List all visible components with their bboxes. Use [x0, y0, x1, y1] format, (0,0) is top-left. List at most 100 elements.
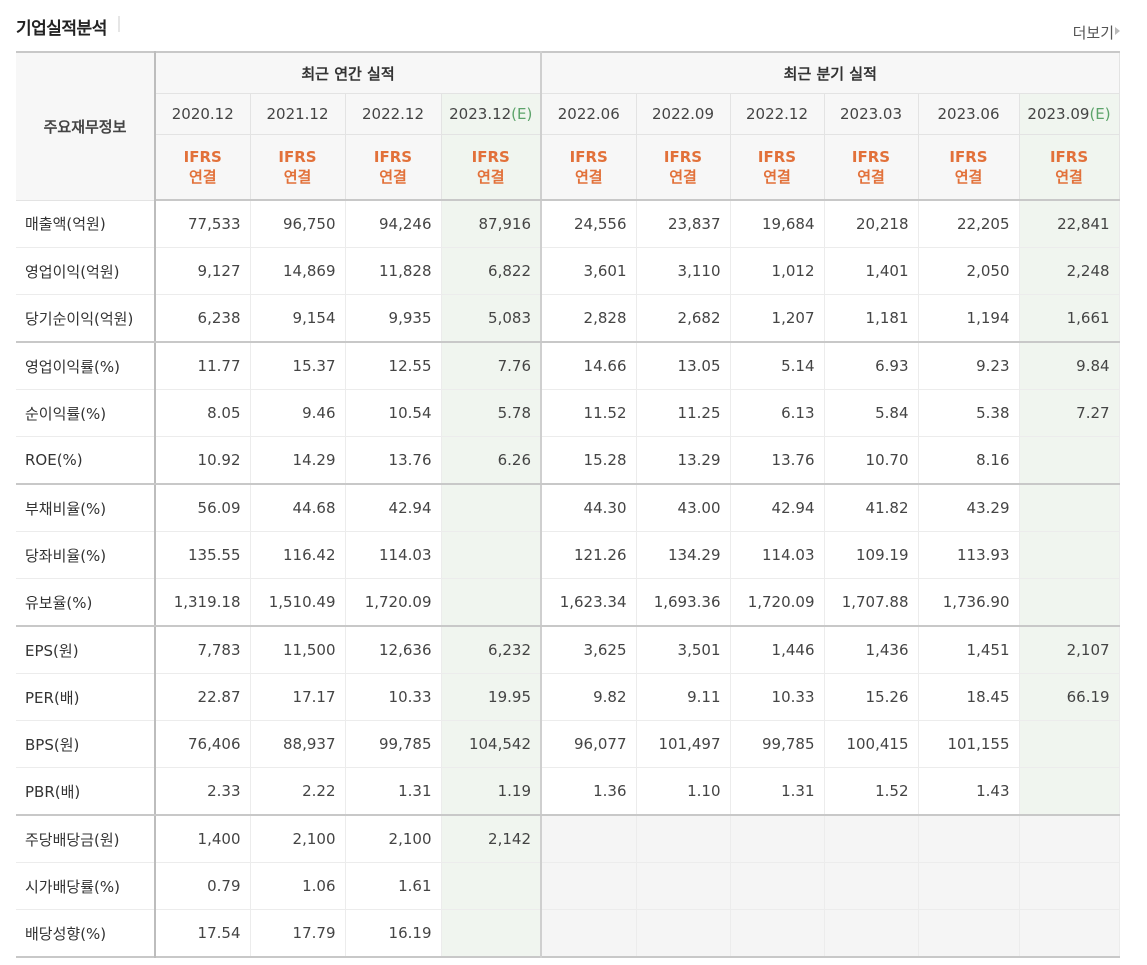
- table-cell: 9.82: [541, 673, 637, 721]
- column-date: 2021.12: [250, 93, 346, 135]
- table-cell: 1.43: [918, 767, 1020, 816]
- table-row: 순이익률(%) 8.05 9.46 10.54 5.78 11.52 11.25 6.13 5.…: [16, 389, 1120, 437]
- column-date: 2023.09(E): [1019, 93, 1120, 135]
- table-cell: 104,542: [441, 720, 542, 768]
- table-cell: 43.00: [636, 484, 731, 532]
- table-row: BPS(원) 76,406 88,937 99,785 104,542 96,077 101…: [16, 720, 1120, 768]
- basis-scope: 연결: [283, 168, 312, 186]
- table-cell: 9,154: [250, 294, 346, 343]
- table-cell: [441, 862, 542, 910]
- table-cell: 9.11: [636, 673, 731, 721]
- table-cell: 44.30: [541, 484, 637, 532]
- table-cell: 10.54: [345, 389, 442, 437]
- table-cell: 1,012: [730, 247, 825, 295]
- table-cell: 9,127: [155, 247, 251, 295]
- table-row: 당좌비율(%) 135.55 116.42 114.03 121.26 134.29 114…: [16, 531, 1120, 579]
- table-row: PER(배) 22.87 17.17 10.33 19.95 9.82 9.11 10.33 1…: [16, 673, 1120, 721]
- table-cell: 5,083: [441, 294, 542, 343]
- table-cell: 96,077: [541, 720, 637, 768]
- table-cell: 10.33: [730, 673, 825, 721]
- table-cell: 24,556: [541, 200, 637, 248]
- table-cell: 1,707.88: [824, 578, 919, 627]
- table-cell: 5.78: [441, 389, 542, 437]
- table-cell: [441, 531, 542, 579]
- table-cell: [824, 815, 919, 863]
- column-date: 2022.12: [345, 93, 442, 135]
- table-row: 매출액(억원) 77,533 96,750 94,246 87,916 24,556 23,…: [16, 200, 1120, 248]
- table-cell: 19.95: [441, 673, 542, 721]
- table-row: 당기순이익(억원) 6,238 9,154 9,935 5,083 2,828 2,682 1…: [16, 294, 1120, 343]
- table-cell: 22,205: [918, 200, 1020, 248]
- column-date: 2023.03: [824, 93, 919, 135]
- table-cell: 1.31: [730, 767, 825, 816]
- basis-scope: 연결: [476, 168, 505, 186]
- row-label: 순이익률(%): [16, 389, 156, 437]
- basis-label: IFRS 연결: [918, 134, 1020, 201]
- basis-scope: 연결: [574, 168, 603, 186]
- table-cell: [918, 909, 1020, 958]
- table-cell: 15.26: [824, 673, 919, 721]
- table-cell: 18.45: [918, 673, 1020, 721]
- table-cell: 12,636: [345, 626, 442, 674]
- column-date-text: 2022.09: [651, 105, 715, 123]
- table-cell: 14.66: [541, 342, 637, 390]
- table-cell: 2.33: [155, 767, 251, 816]
- row-label: 부채비율(%): [16, 484, 156, 532]
- column-date-text: 2022.06: [557, 105, 620, 123]
- table-cell: 0.79: [155, 862, 251, 910]
- table-cell: 5.14: [730, 342, 825, 390]
- table-cell: [824, 909, 919, 958]
- table-cell: 6.13: [730, 389, 825, 437]
- table-cell: 6,238: [155, 294, 251, 343]
- row-label: 매출액(억원): [16, 200, 156, 248]
- table-row: EPS(원) 7,783 11,500 12,636 6,232 3,625 3,501 1,…: [16, 626, 1120, 674]
- estimate-mark: (E): [1089, 105, 1111, 123]
- table-cell: 13.29: [636, 436, 731, 485]
- table-cell: 1.19: [441, 767, 542, 816]
- table-cell: [1019, 578, 1120, 627]
- row-label: ROE(%): [16, 436, 156, 485]
- table-cell: 6,822: [441, 247, 542, 295]
- row-label: 배당성향(%): [16, 909, 156, 958]
- row-label: 주당배당금(원): [16, 815, 156, 863]
- table-cell: 134.29: [636, 531, 731, 579]
- column-date-text: 2023.06: [937, 105, 1000, 123]
- table-cell: 17.79: [250, 909, 346, 958]
- table-row: 배당성향(%) 17.54 17.79 16.19: [16, 909, 1120, 958]
- table-cell: 44.68: [250, 484, 346, 532]
- table-cell: 13.05: [636, 342, 731, 390]
- column-date-text: 2022.12: [745, 105, 809, 123]
- row-label: 당좌비율(%): [16, 531, 156, 579]
- table-cell: 114.03: [345, 531, 442, 579]
- more-link[interactable]: 더보기: [1072, 24, 1114, 42]
- table-cell: [1019, 767, 1120, 816]
- table-row: ROE(%) 10.92 14.29 13.76 6.26 15.28 13.29 13.76…: [16, 436, 1120, 485]
- table-cell: 2,107: [1019, 626, 1120, 674]
- table-cell: 6,232: [441, 626, 542, 674]
- table-cell: 76,406: [155, 720, 251, 768]
- table-row: 영업이익(억원) 9,127 14,869 11,828 6,822 3,601 3,110…: [16, 247, 1120, 295]
- table-row: 시가배당률(%) 0.79 1.06 1.61: [16, 862, 1120, 910]
- chevron-right-icon: [1115, 27, 1120, 35]
- table-cell: 1,401: [824, 247, 919, 295]
- table-cell: 11.77: [155, 342, 251, 390]
- table-cell: 1,661: [1019, 294, 1120, 343]
- table-cell: 113.93: [918, 531, 1020, 579]
- row-label: 당기순이익(억원): [16, 294, 156, 343]
- table-cell: 1.52: [824, 767, 919, 816]
- table-cell: 2,682: [636, 294, 731, 343]
- column-date: 2022.09: [636, 93, 731, 135]
- basis-label: IFRS 연결: [250, 134, 346, 201]
- row-label: 영업이익(억원): [16, 247, 156, 295]
- table-cell: 94,246: [345, 200, 442, 248]
- row-label: BPS(원): [16, 720, 156, 768]
- table-cell: 14.29: [250, 436, 346, 485]
- basis-standard: IFRS: [851, 148, 891, 166]
- basis-standard: IFRS: [1049, 148, 1089, 166]
- table-cell: 1,319.18: [155, 578, 251, 627]
- table-cell: 16.19: [345, 909, 442, 958]
- table-cell: 1,400: [155, 815, 251, 863]
- quarter-group-header: 최근 분기 실적: [541, 52, 1120, 94]
- estimate-mark: (E): [511, 105, 533, 123]
- table-cell: 7,783: [155, 626, 251, 674]
